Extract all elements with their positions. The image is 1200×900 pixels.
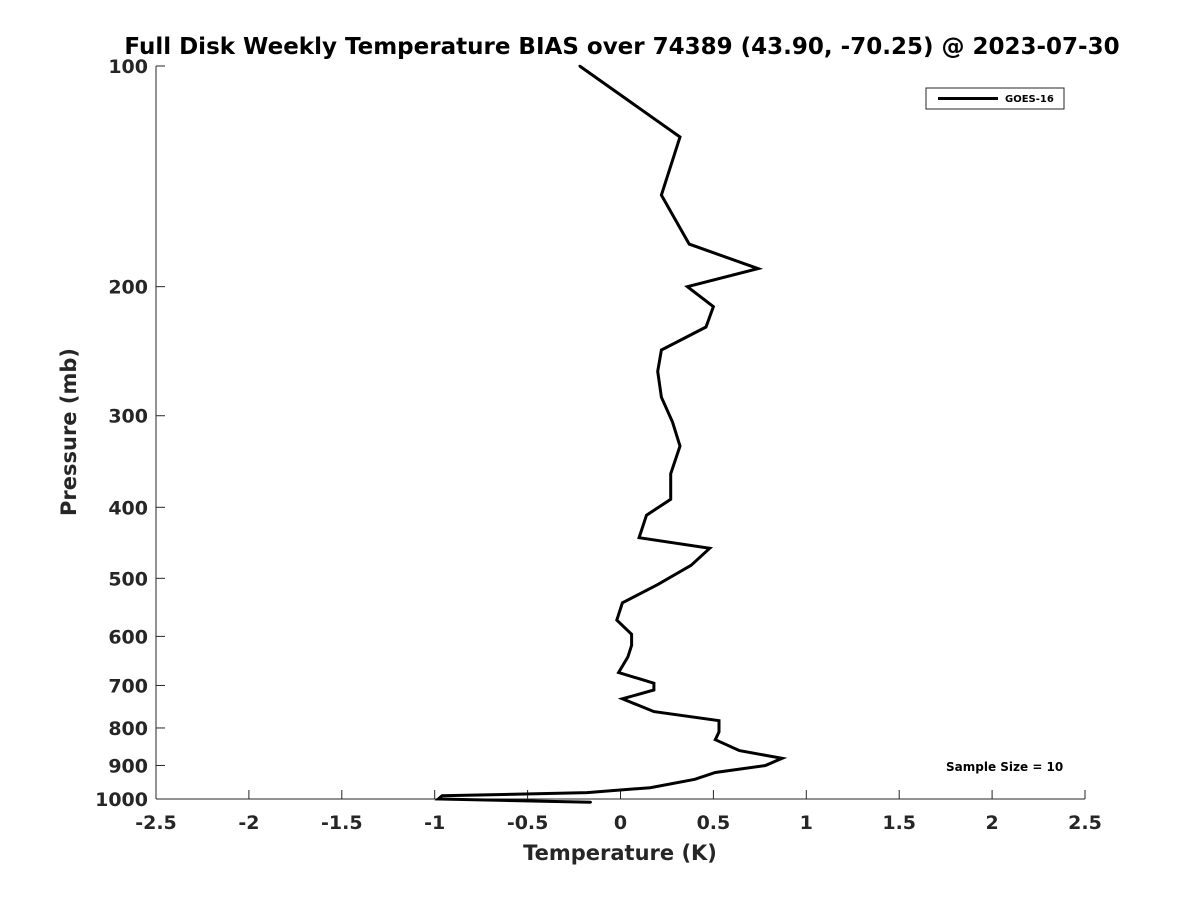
data-point bbox=[669, 498, 672, 501]
y-tick-label: 200 bbox=[108, 277, 148, 299]
data-point bbox=[764, 764, 767, 767]
legend-label: GOES-16 bbox=[1005, 94, 1054, 105]
x-tick-label: -1.5 bbox=[321, 812, 363, 834]
x-tick-label: -2 bbox=[238, 812, 259, 834]
x-tick-label: 2.5 bbox=[1068, 812, 1102, 834]
x-tick-label: -0.5 bbox=[507, 812, 549, 834]
data-point bbox=[589, 801, 592, 804]
data-point bbox=[780, 757, 784, 760]
data-point bbox=[717, 730, 721, 734]
y-tick-label: 800 bbox=[108, 718, 148, 740]
data-point bbox=[652, 682, 656, 685]
data-point bbox=[621, 601, 624, 604]
data-point bbox=[678, 444, 682, 448]
x-tick-label: 1 bbox=[800, 812, 813, 834]
data-point bbox=[669, 472, 672, 475]
data-point bbox=[437, 797, 440, 801]
y-ticks: 100 200 300 400 500 600 700 800 900 1000 bbox=[95, 56, 165, 811]
data-point bbox=[671, 420, 674, 424]
sample-size-annotation: Sample Size = 10 bbox=[946, 760, 1063, 774]
data-point bbox=[689, 564, 693, 567]
data-point bbox=[649, 786, 652, 789]
data-point bbox=[615, 618, 618, 622]
data-point bbox=[630, 633, 633, 636]
data-point bbox=[440, 794, 444, 797]
y-tick-label: 500 bbox=[108, 568, 148, 590]
legend: GOES-16 bbox=[925, 87, 1065, 110]
plot-area bbox=[155, 66, 1085, 800]
data-point bbox=[645, 514, 648, 517]
data-point bbox=[717, 719, 721, 722]
data-point bbox=[704, 325, 708, 329]
x-tick-label: 2 bbox=[985, 812, 998, 834]
data-point bbox=[678, 135, 682, 139]
data-point bbox=[708, 547, 711, 550]
data-point bbox=[693, 778, 696, 781]
data-point bbox=[621, 697, 624, 700]
y-tick-label: 300 bbox=[108, 406, 148, 428]
data-point bbox=[637, 536, 641, 539]
y-axis-label: Pressure (mb) bbox=[57, 348, 81, 516]
chart-title: Full Disk Weekly Temperature BIAS over 7… bbox=[124, 34, 1119, 60]
y-tick-label: 700 bbox=[108, 675, 148, 697]
y-tick-label: 900 bbox=[108, 755, 148, 777]
x-tick-label: 1.5 bbox=[882, 812, 916, 834]
series-line-goes-16 bbox=[434, 64, 788, 804]
data-point bbox=[660, 348, 663, 352]
data-point bbox=[714, 771, 717, 774]
data-point bbox=[756, 267, 760, 270]
data-point bbox=[688, 242, 691, 246]
data-point bbox=[585, 791, 589, 794]
y-tick-label: 1000 bbox=[95, 789, 148, 811]
series-layer bbox=[434, 64, 788, 804]
data-point bbox=[660, 396, 663, 399]
data-point bbox=[686, 285, 689, 288]
y-tick-label: 600 bbox=[108, 626, 148, 648]
y-tick-label: 400 bbox=[108, 497, 148, 519]
x-tick-label: 0 bbox=[614, 812, 627, 834]
data-point bbox=[578, 64, 581, 68]
data-point bbox=[630, 644, 633, 647]
x-ticks: -2.5 -2 -1.5 -1 -0.5 0 0.5 1 1.5 2 2.5 bbox=[135, 790, 1102, 834]
data-point bbox=[660, 193, 663, 197]
data-point bbox=[656, 583, 659, 586]
data-point bbox=[738, 749, 741, 752]
x-tick-label: -1 bbox=[424, 812, 445, 834]
data-point bbox=[652, 710, 656, 713]
x-tick-label: 0.5 bbox=[697, 812, 731, 834]
data-point bbox=[652, 688, 656, 692]
data-point bbox=[714, 738, 717, 741]
data-point bbox=[626, 655, 630, 659]
data-point bbox=[617, 671, 620, 674]
y-tick-label: 100 bbox=[108, 56, 148, 78]
data-point bbox=[656, 370, 659, 373]
data-point bbox=[712, 305, 715, 308]
x-axis-label: Temperature (K) bbox=[523, 841, 717, 865]
x-tick-label: -2.5 bbox=[135, 812, 177, 834]
